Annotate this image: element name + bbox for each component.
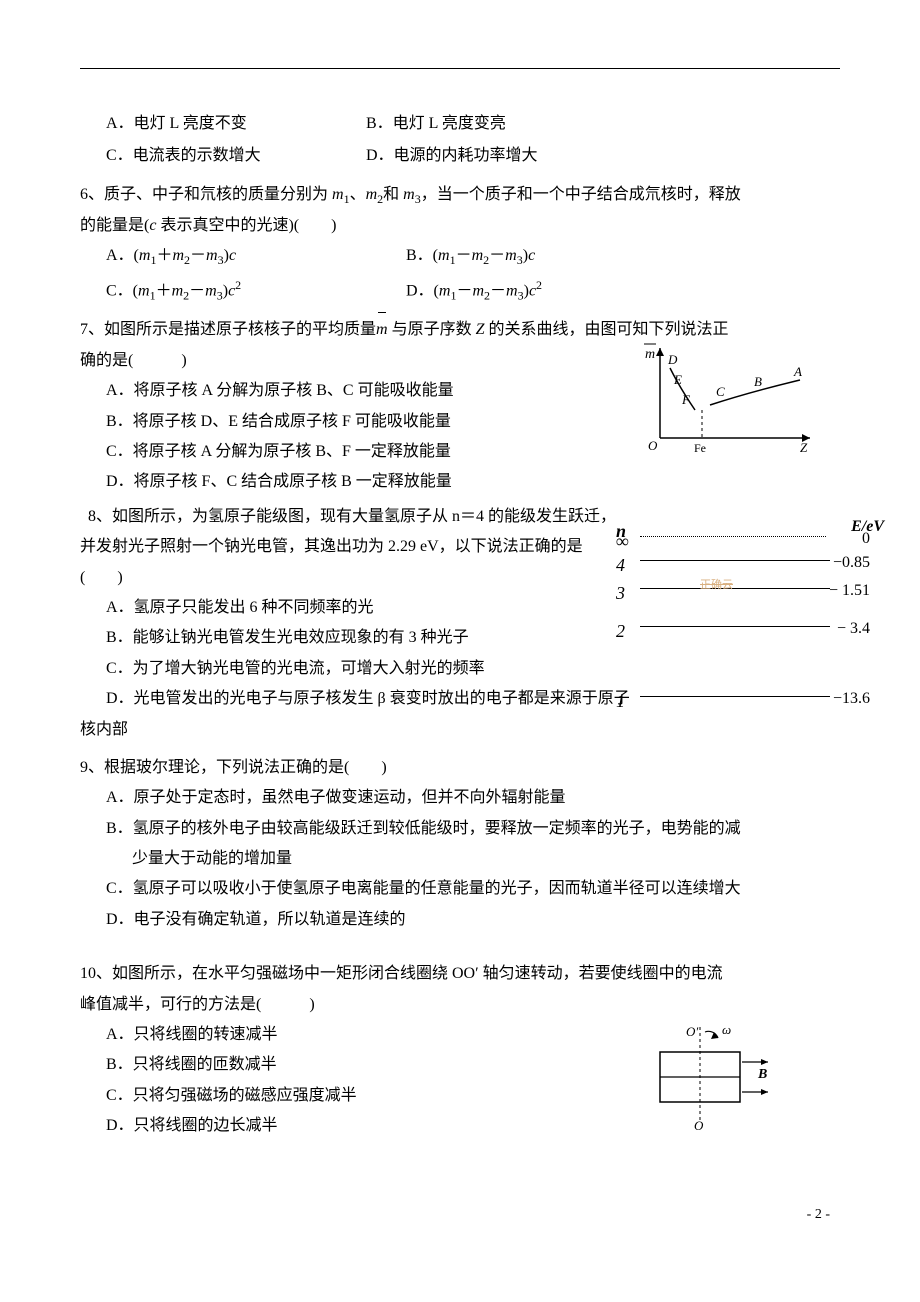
q5-optD: D．电源的内耗功率增大 [366, 141, 538, 171]
question-9: 9、根据玻尔理论，下列说法正确的是( ) A．原子处于定态时，虽然电子做变速运动… [80, 753, 840, 935]
q10-optC: C．只将匀强磁场的磁感应强度减半 [80, 1081, 700, 1111]
svg-text:F: F [681, 392, 691, 407]
svg-text:O′: O′ [686, 1024, 698, 1039]
q8-optA: A．氢原子只能发出 6 种不同频率的光 [80, 593, 640, 623]
q7-optB: B．将原子核 D、E 结合成原子核 F 可能吸收能量 [80, 407, 680, 437]
watermark-text: 正确云 [700, 575, 733, 596]
q9-stem: 9、根据玻尔理论，下列说法正确的是( ) [80, 753, 840, 783]
svg-text:E: E [673, 372, 682, 387]
q7-optC: C．将原子核 A 分解为原子核 B、F 一定释放能量 [80, 437, 680, 467]
q6-optB: B．(m1－m2－m3)c [406, 241, 535, 272]
q8-optD1: D．光电管发出的光电子与原子核发生 β 衰变时放出的电子都是来源于原子 [80, 684, 640, 714]
q9-optB2: 少量大于动能的增加量 [80, 844, 840, 874]
q7-figure: D E F C B A O Fe Z m [640, 338, 820, 458]
q8-stem3: ( ) [80, 563, 640, 593]
q5-optA: A．电灯 L 亮度不变 [106, 109, 366, 139]
svg-text:m: m [645, 347, 655, 362]
svg-text:D: D [667, 352, 678, 367]
q6-optA: A．(m1＋m2－m3)c [106, 241, 406, 272]
q6-optD: D．(m1－m2－m3)c2 [406, 274, 542, 307]
q8-optC: C．为了增大钠光电管的光电流，可增大入射光的频率 [80, 654, 640, 684]
q6-optC: C．(m1＋m2－m3)c2 [106, 274, 406, 307]
q8-optD2: 核内部 [80, 715, 840, 745]
svg-text:O: O [694, 1118, 704, 1132]
svg-text:Fe: Fe [694, 441, 706, 455]
q5-optC: C．电流表的示数增大 [106, 141, 366, 171]
q5-optB: B．电灯 L 亮度变亮 [366, 109, 506, 139]
question-7: 7、如图所示是描述原子核核子的平均质量m 与原子序数 Z 的关系曲线，由图可知下… [80, 315, 840, 497]
q9-optC: C．氢原子可以吸收小于使氢原子电离能量的任意能量的光子，因而轨道半径可以连续增大 [80, 874, 840, 904]
q10-stem1: 10、如图所示，在水平匀强磁场中一矩形闭合线圈绕 OO′ 轴匀速转动，若要使线圈… [80, 959, 840, 989]
svg-text:O: O [648, 438, 658, 453]
svg-text:C: C [716, 384, 725, 399]
q10-figure: O′ ω B O [640, 1022, 780, 1132]
q8-figure: n E/eV ∞ 0 4 −0.85 3 − 1.51 正确云 2 − 3.4 … [610, 524, 870, 714]
q9-optA: A．原子处于定态时，虽然电子做变速运动，但并不向外辐射能量 [80, 783, 840, 813]
q7-optD: D．将原子核 F、C 结合成原子核 B 一定释放能量 [80, 467, 680, 497]
q9-optD: D．电子没有确定轨道，所以轨道是连续的 [80, 905, 840, 935]
svg-text:A: A [793, 364, 802, 379]
question-8: 8、如图所示，为氢原子能级图，现有大量氢原子从 n＝4 的能级发生跃迁， 并发射… [80, 502, 840, 745]
q9-optB1: B．氢原子的核外电子由较高能级跃迁到较低能级时，要释放一定频率的光子，电势能的减 [80, 814, 840, 844]
q8-stem2: 并发射光子照射一个钠光电管，其逸出功为 2.29 eV，以下说法正确的是 [80, 532, 640, 562]
svg-text:ω: ω [722, 1022, 731, 1037]
q7-optA: A．将原子核 A 分解为原子核 B、C 可能吸收能量 [80, 376, 680, 406]
q10-optD: D．只将线圈的边长减半 [80, 1111, 700, 1141]
q8-optB: B．能够让钠光电管发生光电效应现象的有 3 种光子 [80, 623, 640, 653]
page-number: - 2 - [80, 1202, 840, 1229]
svg-text:B: B [757, 1067, 767, 1082]
question-5-options: A．电灯 L 亮度不变 B．电灯 L 亮度变亮 C．电流表的示数增大 D．电源的… [80, 109, 840, 172]
q10-optA: A．只将线圈的转速减半 [80, 1020, 700, 1050]
q10-stem2: 峰值减半，可行的方法是( ) [80, 990, 700, 1020]
q10-optB: B．只将线圈的匝数减半 [80, 1050, 700, 1080]
q6-stem: 6、质子、中子和氘核的质量分别为 m1、m2和 m3，当一个质子和一个中子结合成… [80, 180, 840, 211]
question-6: 6、质子、中子和氘核的质量分别为 m1、m2和 m3，当一个质子和一个中子结合成… [80, 180, 840, 308]
question-10: 10、如图所示，在水平匀强磁场中一矩形闭合线圈绕 OO′ 轴匀速转动，若要使线圈… [80, 959, 840, 1141]
svg-text:B: B [754, 374, 762, 389]
svg-text:Z: Z [800, 440, 808, 455]
